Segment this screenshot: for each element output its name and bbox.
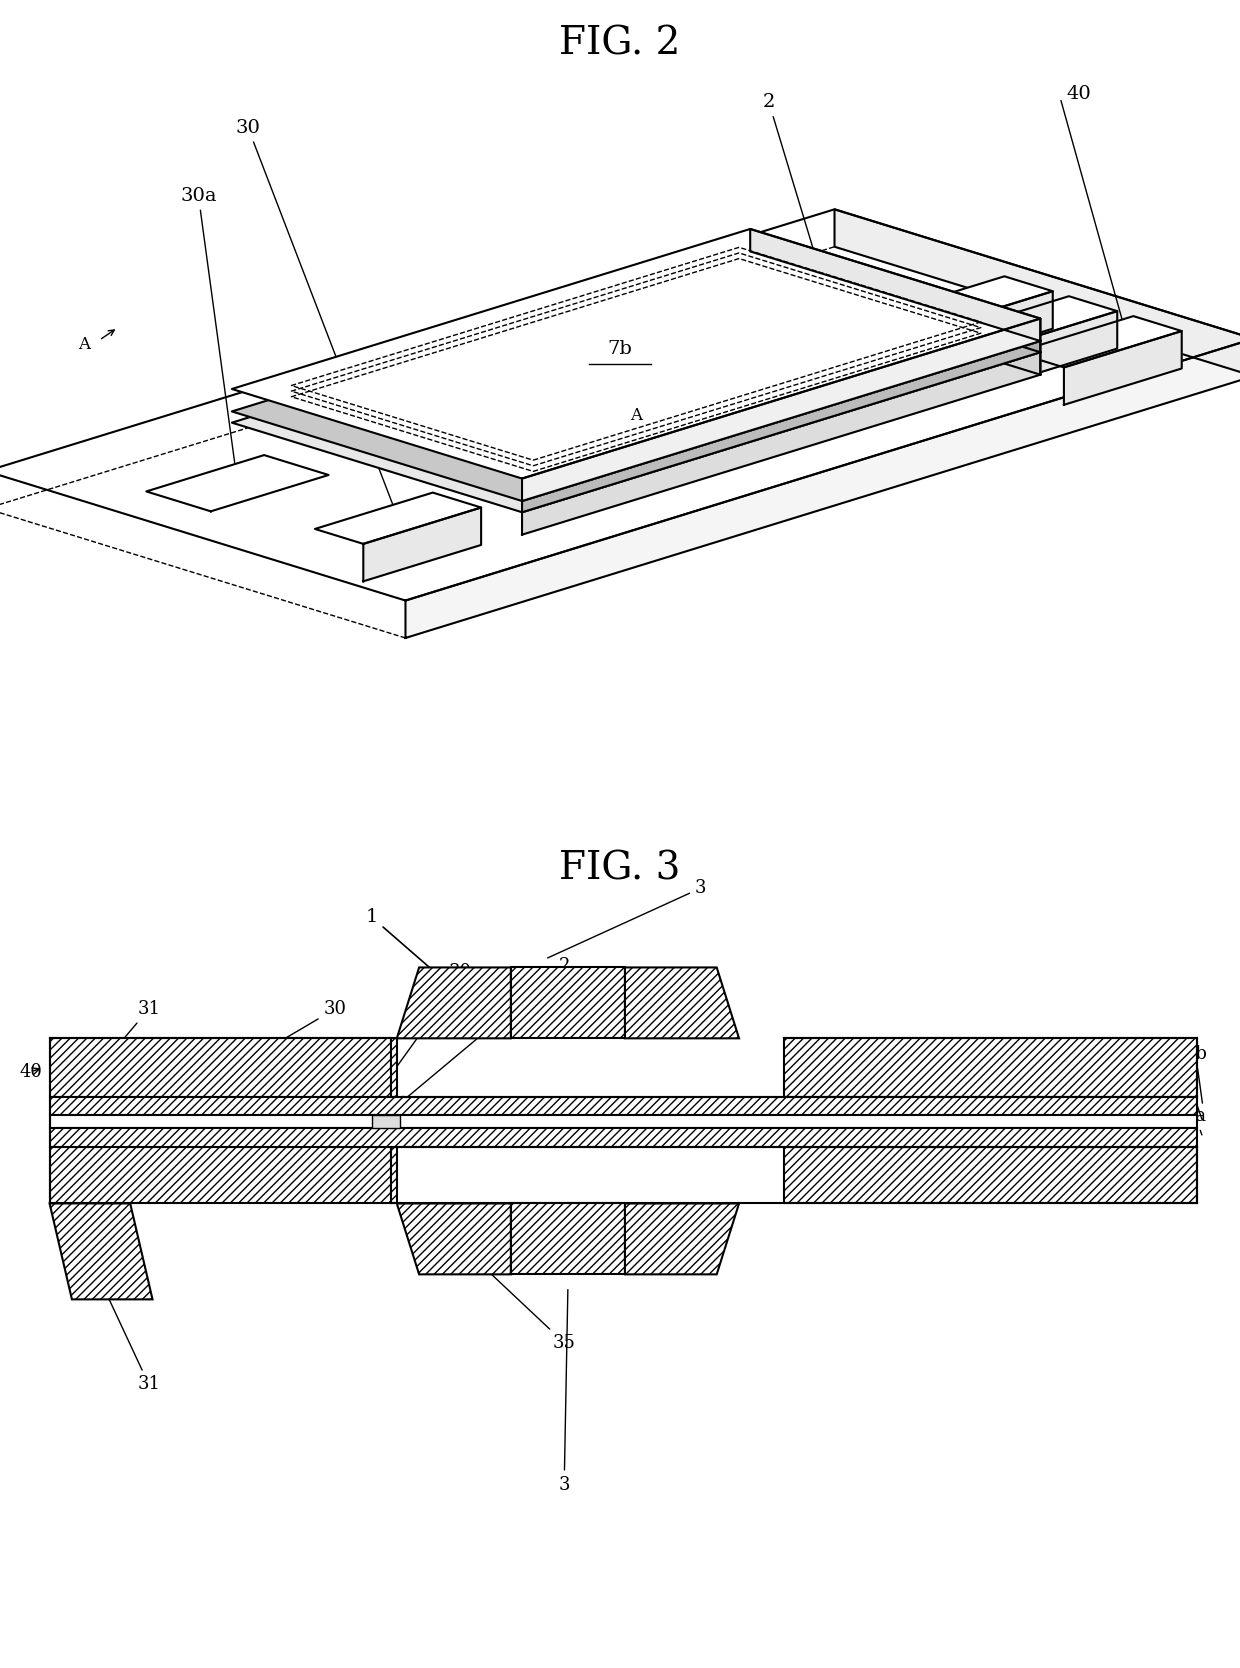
Bar [784, 1148, 1197, 1204]
Polygon shape [443, 314, 625, 370]
Polygon shape [363, 507, 481, 582]
Text: 30a: 30a [381, 962, 482, 1089]
Bar [50, 1098, 1197, 1116]
Text: 2: 2 [401, 957, 570, 1103]
Text: 35: 35 [456, 1241, 575, 1351]
Bar [50, 1148, 391, 1204]
Bar [391, 1037, 397, 1098]
Polygon shape [315, 492, 481, 544]
Bar [391, 1037, 397, 1098]
Polygon shape [835, 208, 1240, 375]
Polygon shape [625, 967, 739, 1037]
Text: A: A [78, 335, 91, 354]
Bar [50, 1037, 391, 1098]
Bar [784, 1037, 1197, 1098]
Polygon shape [887, 277, 1053, 327]
Text: 7b: 7b [608, 340, 632, 357]
Polygon shape [750, 229, 1040, 340]
Bar [50, 1148, 391, 1204]
Polygon shape [511, 1204, 625, 1274]
Polygon shape [750, 262, 1040, 375]
Text: 7a: 7a [1184, 1108, 1207, 1134]
Polygon shape [951, 297, 1117, 347]
Polygon shape [584, 270, 766, 327]
Polygon shape [301, 357, 484, 414]
Polygon shape [405, 339, 1240, 637]
Polygon shape [232, 252, 1040, 500]
Bar [391, 1148, 397, 1204]
Bar [784, 1148, 1197, 1204]
Text: 1: 1 [366, 909, 474, 1006]
Polygon shape [522, 319, 1040, 500]
Polygon shape [1064, 330, 1182, 405]
Polygon shape [999, 312, 1117, 385]
Bar [50, 1128, 1197, 1148]
Text: 40: 40 [20, 1063, 42, 1081]
Polygon shape [1016, 317, 1182, 367]
Text: 7a: 7a [360, 374, 490, 392]
Text: FIG. 2: FIG. 2 [559, 25, 681, 62]
Bar [784, 1037, 1197, 1098]
Bar [50, 1098, 1197, 1116]
Polygon shape [625, 1204, 739, 1274]
Text: 31: 31 [100, 1001, 160, 1066]
Text: 35: 35 [1004, 310, 1055, 329]
Polygon shape [522, 352, 1040, 535]
Text: 30a: 30a [180, 187, 237, 480]
Bar [391, 1148, 397, 1204]
Text: 4: 4 [862, 300, 879, 349]
Text: 2: 2 [763, 93, 852, 372]
Polygon shape [935, 292, 1053, 365]
Polygon shape [0, 208, 1240, 600]
Polygon shape [146, 455, 329, 512]
Polygon shape [397, 967, 511, 1037]
Text: 7b: 7b [1184, 1046, 1207, 1103]
Text: A: A [630, 407, 642, 424]
Bar [50, 1114, 1197, 1128]
Text: FIG. 3: FIG. 3 [559, 851, 681, 887]
Text: 3: 3 [558, 1289, 570, 1493]
Polygon shape [50, 1204, 153, 1299]
Bar [50, 1128, 1197, 1148]
Polygon shape [511, 967, 625, 1037]
Bar [50, 1037, 391, 1098]
Text: 31: 31 [88, 1254, 160, 1393]
Text: 30: 30 [238, 1001, 346, 1066]
Bar [372, 1114, 399, 1128]
Polygon shape [397, 1204, 511, 1274]
Text: 30: 30 [236, 118, 397, 515]
Text: 4: 4 [1184, 1076, 1202, 1119]
Text: 3: 3 [548, 879, 707, 957]
Polygon shape [750, 252, 1040, 352]
Polygon shape [232, 229, 1040, 479]
Text: 40: 40 [1066, 85, 1091, 102]
Polygon shape [522, 340, 1040, 512]
Polygon shape [232, 262, 1040, 512]
